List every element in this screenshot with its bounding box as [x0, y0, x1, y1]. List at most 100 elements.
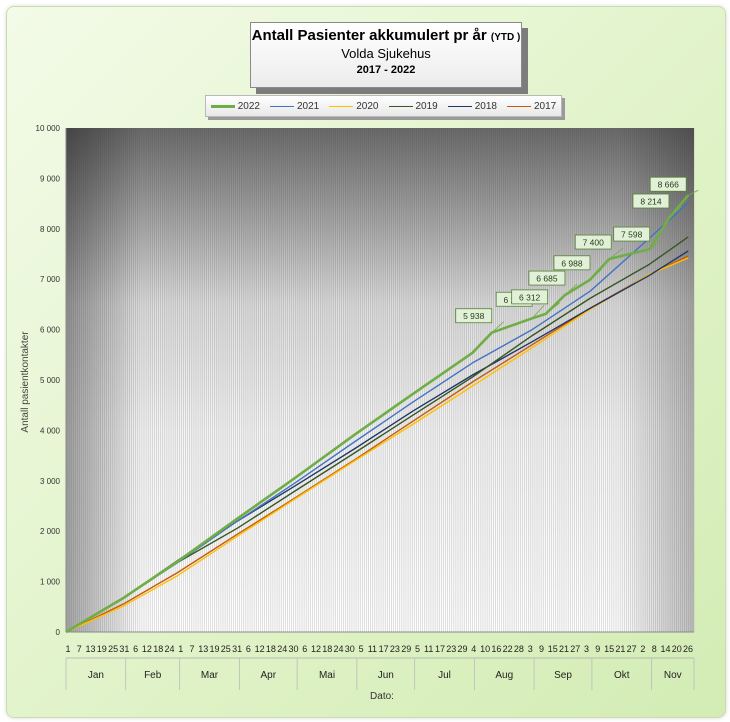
x-tick-label: 19: [209, 644, 219, 654]
y-tick-label: 10 000: [36, 124, 61, 133]
y-tick-label: 5 000: [40, 376, 61, 385]
month-label: Jul: [438, 670, 451, 681]
month-label: Nov: [664, 670, 682, 681]
x-tick-label: 7: [77, 644, 82, 654]
data-label-leader: [589, 268, 603, 281]
legend-swatch: [329, 105, 354, 107]
legend-item-2020: 2020: [329, 100, 379, 112]
month-label: Jan: [88, 670, 104, 681]
x-tick-label: 9: [539, 644, 544, 654]
x-tick-label: 29: [457, 644, 467, 654]
data-label-leader: [608, 247, 624, 260]
y-axis-label: Antall pasientkontakter: [20, 331, 31, 433]
x-tick-label: 20: [672, 644, 682, 654]
y-tick-label: 4 000: [40, 426, 61, 435]
x-axis: 1 7 13 19 25 31 6 12 18 24 1 7 13 19 25 31 6 12 18 24 30 6 12 1…: [65, 631, 695, 690]
x-tick-label: 3: [584, 644, 589, 654]
series-line-2022: [65, 194, 690, 634]
legend-swatch: [210, 104, 235, 108]
legend-label: 2017: [534, 100, 557, 112]
x-tick-label: 30: [345, 644, 355, 654]
month-label: Feb: [144, 670, 162, 681]
legend-swatch: [507, 105, 531, 107]
x-tick-label: 18: [266, 644, 276, 654]
data-label-leader: [491, 321, 505, 334]
legend-item-2021: 2021: [270, 101, 319, 112]
legend-item-2019: 2019: [388, 100, 438, 112]
x-tick-label: 22: [503, 644, 513, 654]
x-tick-label: 10: [480, 644, 490, 654]
x-tick-label: 15: [604, 644, 614, 654]
x-tick-label: 6: [302, 644, 307, 654]
legend-label: 2020: [356, 100, 379, 112]
x-tick-label: 25: [108, 644, 118, 654]
x-tick-label: 17: [435, 644, 445, 654]
data-label-box: [455, 308, 493, 324]
data-label: 8 214: [640, 197, 662, 207]
series-lines: [65, 194, 690, 634]
x-tick-label: 24: [164, 644, 174, 654]
x-tick-label: 4: [471, 644, 476, 654]
x-tick-label: 23: [446, 644, 456, 654]
data-label-box: [632, 193, 670, 209]
x-tick-label: 2: [640, 644, 645, 654]
data-label: 6 685: [536, 274, 558, 284]
data-label-leader: [668, 206, 682, 219]
data-label: 5 938: [463, 311, 485, 321]
data-label-leader: [531, 304, 545, 319]
month-label: Mai: [319, 670, 335, 681]
month-label: Apr: [261, 670, 277, 681]
x-tick-label: 15: [548, 644, 558, 654]
legend-label: 2022: [237, 100, 260, 112]
y-tick-label: 6 000: [40, 326, 61, 335]
x-tick-label: 13: [198, 644, 208, 654]
month-label: Jun: [378, 670, 394, 681]
x-tick-label: 6: [133, 644, 138, 654]
x-tick-label: 27: [570, 644, 580, 654]
data-label-box: [613, 226, 651, 242]
x-tick-label: 25: [221, 644, 231, 654]
month-label: Okt: [614, 670, 630, 681]
x-tick-label: 27: [627, 644, 637, 654]
data-label-box: [511, 289, 549, 305]
data-label: 8 666: [658, 180, 680, 190]
x-tick-label: 1: [65, 644, 70, 654]
x-tick-label: 23: [390, 644, 400, 654]
chart-title-box: Antall Pasienter akkumulert pr år (YTD )…: [250, 22, 522, 88]
y-axis: 0 1 000 2 000 3 000 4 000 5 000 6 000 7 000 8 00…: [36, 124, 67, 637]
legend-label: 2019: [415, 100, 438, 112]
data-label-box: [649, 176, 687, 192]
x-tick-label: 13: [85, 644, 95, 654]
x-tick-label: 18: [153, 644, 163, 654]
y-tick-label: 1 000: [40, 578, 61, 587]
data-label-leader: [564, 283, 578, 296]
month-label: Mar: [201, 670, 219, 681]
x-tick-label: 24: [333, 644, 343, 654]
x-tick-label: 31: [232, 644, 242, 654]
data-label-box: [553, 255, 591, 271]
chart-title-ytd: (YTD ): [490, 32, 521, 43]
x-axis-label: Dato:: [370, 691, 394, 702]
x-tick-label: 18: [322, 644, 332, 654]
x-tick-label: 21: [615, 644, 625, 654]
x-tick-label: 6: [246, 644, 251, 654]
data-label-box: [574, 234, 612, 250]
x-tick-label: 12: [255, 644, 265, 654]
y-tick-label: 8 000: [40, 225, 61, 234]
x-tick-label: 5: [415, 644, 420, 654]
data-label: 7 400: [583, 238, 605, 248]
x-tick-label: 19: [97, 644, 107, 654]
legend: 2022 2021 2020 2019 2018 2017: [205, 95, 562, 117]
x-tick-label: 16: [491, 644, 501, 654]
x-tick-label: 8: [652, 644, 657, 654]
month-label: Aug: [495, 670, 513, 681]
legend-item-2022: 2022: [210, 100, 260, 112]
vertical-gridlines: [65, 128, 695, 632]
data-label: 6 988: [561, 258, 583, 268]
y-tick-label: 0: [56, 628, 61, 637]
legend-swatch: [447, 105, 472, 107]
plot-area: [66, 128, 694, 632]
chart-subtitle: Volda Sjukehus: [341, 46, 431, 61]
legend-swatch: [388, 105, 413, 107]
plot-shade: [66, 128, 694, 632]
